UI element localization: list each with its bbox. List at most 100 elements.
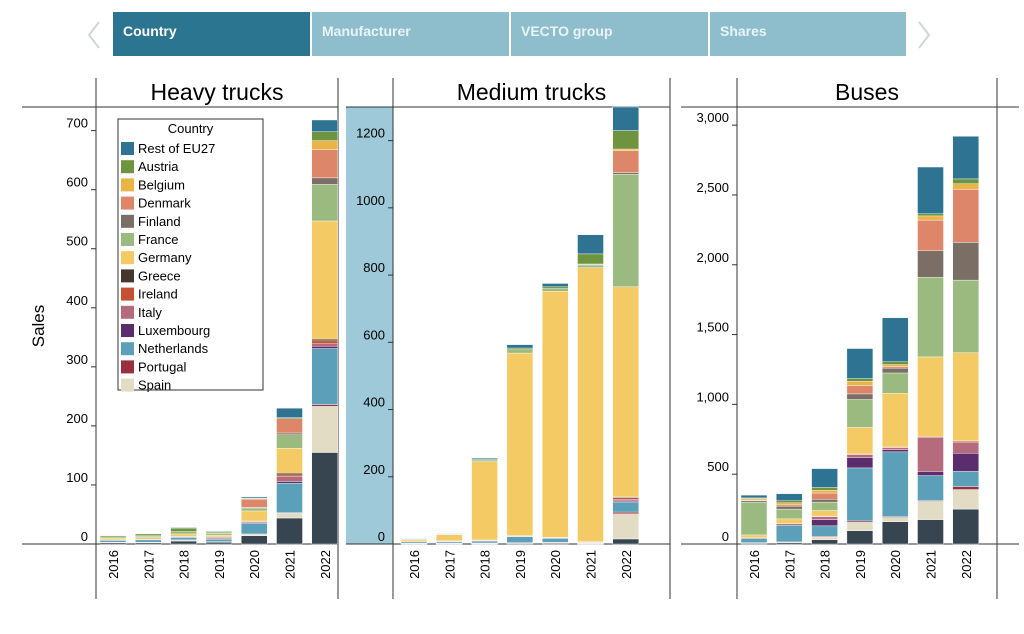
bar-segment (170, 537, 197, 541)
bar-segment (276, 472, 303, 476)
bar-segment (311, 119, 338, 133)
y-tick-label: 1200 (356, 126, 385, 141)
x-tick-label: 2019 (212, 550, 227, 579)
x-tick-label: 2017 (442, 550, 457, 579)
tab-vecto-group[interactable]: VECTO group (511, 12, 708, 56)
legend-swatch (121, 251, 134, 265)
bar-segment (577, 253, 604, 265)
x-tick-label: 2018 (478, 550, 493, 579)
previous-arrow-icon[interactable] (85, 18, 105, 52)
bar-segment (882, 317, 909, 363)
bar-segment (311, 340, 338, 345)
bar-segment (952, 279, 979, 353)
legend-label: Ireland (138, 287, 178, 302)
bar-segment (542, 288, 569, 292)
bar-segment (917, 471, 944, 476)
bar-segment (99, 535, 127, 538)
bar-segment (846, 457, 874, 469)
legend-label: Luxembourg (138, 323, 210, 338)
bar-segment (205, 542, 233, 545)
y-tick-label: 200 (363, 462, 385, 477)
bar-segment (952, 508, 979, 545)
bar-segment (882, 451, 909, 517)
bar-segment (240, 498, 268, 508)
bar-segment (882, 449, 909, 453)
y-axis-label: Sales (29, 305, 48, 348)
bar-segment (506, 536, 534, 543)
bar-segment (917, 436, 944, 472)
panel-title: Medium trucks (457, 79, 607, 105)
panel-buses: Buses 0 500 1,000 1,500 2,000 2,500 3,000 2016 20… (681, 78, 1019, 599)
y-tick-label: 400 (66, 293, 88, 308)
y-tick-label: 300 (66, 352, 88, 367)
x-tick-label: 2022 (959, 550, 974, 579)
bar-segment (846, 348, 874, 379)
bar-segment (506, 352, 534, 536)
bar-segment (276, 481, 303, 484)
bar-segment (917, 219, 944, 252)
bar-segment (311, 177, 338, 185)
bar-segment (311, 343, 338, 347)
legend-swatch (121, 269, 134, 283)
legend-label: Germany (138, 250, 192, 265)
y-tick-label: 400 (363, 395, 385, 410)
bar-segment (917, 519, 944, 545)
y-tick-label: 1,500 (696, 320, 729, 335)
bar-segment (917, 277, 944, 358)
bar-segment (846, 427, 874, 455)
bar-segment (811, 539, 838, 545)
bar-segment (952, 183, 979, 190)
bar-segment (811, 525, 838, 537)
x-tick-label: 2020 (888, 550, 903, 579)
x-tick-label: 2019 (853, 550, 868, 579)
bar-segment (776, 493, 803, 501)
bar-segment (846, 378, 874, 382)
legend-label: Spain (138, 378, 171, 393)
y-tick-label: 0 (81, 529, 88, 544)
bar-segment (612, 130, 639, 150)
bar-segment (811, 519, 838, 527)
panel-heavy-trucks: Heavy trucks 0 100 200 300 400 500 600 700 2016 20… (22, 78, 339, 599)
tab-manufacturer[interactable]: Manufacturer (312, 12, 509, 56)
bar-segment (612, 538, 639, 545)
bar-segment (846, 393, 874, 400)
x-tick-label: 2021 (584, 550, 599, 579)
bar-segment (917, 501, 944, 520)
y-tick-label: 100 (66, 470, 88, 485)
y-tick-label: 500 (66, 234, 88, 249)
bar-segment (740, 501, 768, 536)
bar-segment (740, 534, 768, 538)
bar-segment (612, 513, 639, 540)
legend-title: Country (168, 121, 214, 136)
bar-segment (612, 501, 639, 513)
legend-swatch (121, 378, 134, 392)
bar-segment (577, 234, 604, 255)
y-tick-label: 1,000 (696, 389, 729, 404)
legend-label: Denmark (138, 196, 191, 211)
bar-segment (240, 496, 268, 499)
legend-swatch (121, 214, 134, 228)
tab-country[interactable]: Country (113, 12, 310, 56)
bar-segment (577, 267, 604, 542)
bar-segment (612, 286, 639, 498)
legend-swatch (121, 287, 134, 301)
bar-segment (311, 184, 338, 222)
x-tick-label: 2016 (106, 550, 121, 579)
bar-segment (882, 361, 909, 365)
medium-trucks-axis-highlight (346, 107, 393, 544)
tab-shares[interactable]: Shares (710, 12, 906, 56)
bar-segment (882, 366, 909, 369)
bar-segment (952, 136, 979, 180)
bar-segment (240, 533, 268, 536)
bar-segment (776, 523, 803, 526)
bar-segment (740, 500, 768, 503)
bar-segment (612, 148, 639, 151)
bar-segment (205, 533, 233, 536)
bar-segment (612, 499, 639, 502)
next-arrow-icon[interactable] (913, 18, 933, 52)
legend-swatch (121, 142, 134, 155)
y-tick-label: 3,000 (696, 110, 729, 125)
bar-segment (776, 542, 803, 545)
bar-segment (811, 468, 838, 488)
bar-segment (311, 452, 338, 545)
